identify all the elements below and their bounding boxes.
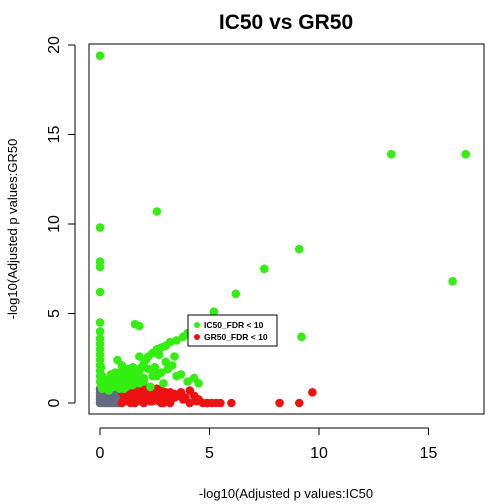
legend-label-gr50: GR50_FDR < 10 (204, 332, 268, 342)
point-ic50 (108, 382, 118, 392)
point-ic50 (260, 264, 269, 274)
y-tick-label: 0 (46, 398, 63, 407)
plot-area (95, 51, 471, 408)
point-gr50 (216, 398, 225, 408)
point-gr50 (192, 396, 201, 406)
chart-title: IC50 vs GR50 (219, 11, 353, 34)
point-ic50 (172, 336, 181, 345)
point-gr50 (308, 388, 317, 397)
point-ic50 (183, 377, 192, 386)
point-ic50 (128, 380, 138, 390)
x-axis-title: -log10(Adjusted p values:IC50 (199, 486, 373, 501)
point-ic50 (165, 337, 175, 347)
x-tick-label: 0 (96, 445, 105, 462)
point-ic50 (95, 51, 105, 60)
legend-box (187, 314, 278, 347)
point-ic50 (139, 375, 149, 385)
point-ic50 (159, 379, 168, 388)
legend: IC50_FDR < 10 GR50_FDR < 10 (187, 314, 278, 347)
point-ic50 (96, 362, 106, 372)
point-gr50 (227, 398, 236, 408)
point-ic50 (95, 287, 105, 297)
point-ic50 (448, 277, 457, 286)
y-tick-label: 10 (46, 215, 63, 233)
point-ic50 (135, 321, 144, 331)
axes: 0 5 10 15 0 5 10 15 20 (46, 36, 438, 462)
point-ic50 (170, 352, 179, 361)
point-gr50 (275, 398, 284, 408)
point-ic50 (152, 207, 162, 216)
point-ic50 (124, 364, 133, 374)
point-gr50 (126, 398, 135, 408)
point-ic50 (163, 364, 173, 374)
point-gr50 (170, 393, 179, 402)
legend-marker-ic50 (194, 322, 200, 328)
point-ic50 (189, 373, 199, 383)
point-ic50 (95, 318, 105, 327)
point-ic50 (117, 361, 127, 370)
point-ic50 (161, 357, 170, 367)
x-tick-label: 5 (205, 445, 214, 462)
point-ic50 (231, 289, 241, 299)
plot-frame (88, 43, 485, 415)
point-gr50 (295, 398, 304, 408)
point-gr50 (143, 395, 153, 404)
point-gr50 (185, 398, 195, 408)
point-ic50 (95, 223, 105, 232)
point-ic50 (461, 149, 471, 159)
point-gr50 (178, 395, 188, 404)
point-gr50 (152, 393, 162, 402)
point-gr50 (203, 398, 212, 408)
point-ic50 (122, 382, 131, 392)
y-tick-label: 5 (46, 309, 63, 318)
point-ic50 (157, 368, 166, 377)
point-ic50 (295, 244, 304, 254)
point-ic50 (387, 149, 396, 159)
y-tick-label: 20 (46, 36, 63, 54)
x-tick-label: 10 (310, 445, 328, 462)
x-tick-label: 15 (420, 445, 438, 462)
point-ic50 (95, 327, 105, 336)
point-gr50 (135, 393, 144, 402)
point-ic50 (95, 262, 105, 272)
point-ic50 (135, 352, 144, 361)
y-axis-title: -log10(Adjusted p values:GR50 (5, 139, 20, 320)
point-gr50 (161, 395, 170, 404)
legend-label-ic50: IC50_FDR < 10 (204, 320, 264, 330)
point-ic50 (143, 364, 153, 374)
y-tick-label: 15 (46, 126, 63, 144)
point-ic50 (209, 307, 219, 317)
point-ic50 (297, 332, 306, 342)
point-ic50 (154, 350, 164, 360)
point-ic50 (148, 371, 157, 381)
point-ic50 (115, 384, 124, 394)
legend-marker-gr50 (194, 334, 200, 340)
point-ic50 (146, 382, 155, 392)
point-ic50 (176, 370, 186, 379)
